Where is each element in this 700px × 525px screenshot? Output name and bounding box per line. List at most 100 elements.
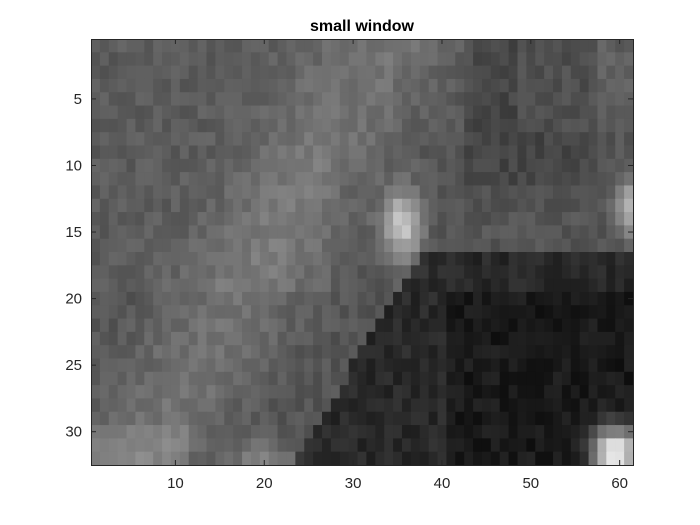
heatmap-cell — [384, 105, 394, 120]
heatmap-cell — [242, 252, 252, 266]
heatmap-cell — [366, 118, 376, 133]
heatmap-cell — [268, 238, 279, 253]
heatmap-cell — [197, 65, 208, 80]
heatmap-cell — [99, 252, 110, 266]
heatmap-cell — [401, 118, 412, 133]
heatmap-cell — [517, 225, 527, 240]
heatmap-cell — [579, 385, 590, 400]
heatmap-cell — [473, 52, 483, 67]
heatmap-cell — [570, 185, 581, 200]
heatmap-cell — [197, 451, 208, 466]
heatmap-cell — [401, 278, 412, 293]
heatmap-cell — [242, 291, 252, 306]
heatmap-cell — [250, 198, 261, 213]
heatmap-cell — [553, 92, 563, 107]
heatmap-cell — [277, 385, 288, 400]
heatmap-cell — [561, 398, 572, 413]
heatmap-cell — [233, 158, 243, 173]
heatmap-cell — [259, 318, 270, 333]
heatmap-cell — [579, 172, 590, 187]
heatmap-cell — [499, 118, 510, 133]
heatmap-cell — [384, 438, 394, 453]
heatmap-cell — [561, 265, 572, 280]
heatmap-cell — [322, 411, 332, 426]
heatmap-cell — [499, 65, 510, 80]
heatmap-cell — [153, 438, 163, 453]
heatmap-cell — [153, 52, 163, 67]
heatmap-cell — [375, 398, 385, 413]
heatmap-cell — [188, 398, 199, 413]
heatmap-cell — [277, 212, 288, 226]
heatmap-cell — [455, 39, 465, 53]
heatmap-cell — [259, 385, 270, 400]
heatmap-cell — [499, 318, 510, 333]
heatmap-cell — [579, 118, 590, 133]
heatmap-cell — [135, 198, 145, 213]
heatmap-cell — [481, 158, 492, 173]
heatmap-cell — [330, 118, 341, 133]
heatmap-cell — [481, 145, 492, 160]
heatmap-cell — [366, 145, 376, 160]
heatmap-cell — [393, 305, 403, 320]
heatmap-cell — [597, 118, 607, 133]
heatmap-cell — [188, 291, 199, 306]
heatmap-cell — [455, 172, 465, 187]
heatmap-cell — [313, 145, 323, 160]
heatmap-cell — [393, 158, 403, 173]
heatmap-cell — [242, 398, 252, 413]
heatmap-cell — [206, 451, 216, 466]
heatmap-cell — [259, 331, 270, 346]
heatmap-cell — [268, 425, 279, 439]
heatmap-cell — [304, 358, 314, 373]
heatmap-cell — [339, 385, 350, 400]
heatmap-cell — [473, 105, 483, 120]
heatmap-cell — [348, 198, 359, 213]
heatmap-cell — [135, 252, 145, 266]
heatmap-cell — [224, 212, 234, 226]
heatmap-cell — [242, 438, 252, 453]
heatmap-cell — [295, 238, 305, 253]
heatmap-cell — [126, 385, 137, 400]
heatmap-cell — [375, 438, 385, 453]
heatmap-cell — [437, 278, 448, 293]
heatmap-cell — [464, 398, 474, 413]
heatmap-cell — [553, 265, 563, 280]
heatmap-cell — [215, 278, 225, 293]
heatmap-cell — [250, 65, 261, 80]
heatmap-cell — [490, 358, 501, 373]
heatmap-cell — [366, 52, 376, 67]
heatmap-cell — [322, 105, 332, 120]
heatmap-cell — [384, 158, 394, 173]
heatmap-cell — [304, 385, 314, 400]
heatmap-cell — [375, 145, 385, 160]
heatmap-cell — [224, 145, 234, 160]
heatmap-cell — [242, 172, 252, 187]
heatmap-cell — [375, 291, 385, 306]
heatmap-cell — [553, 331, 563, 346]
heatmap-cell — [188, 65, 199, 80]
heatmap-cell — [250, 52, 261, 67]
heatmap-cell — [579, 305, 590, 320]
heatmap-cell — [357, 385, 368, 400]
heatmap-cell — [242, 65, 252, 80]
heatmap-cell — [428, 318, 439, 333]
heatmap-cell — [295, 425, 305, 439]
heatmap-cell — [508, 65, 519, 80]
heatmap-cell — [206, 238, 216, 253]
heatmap-cell — [597, 358, 607, 373]
heatmap-cell — [277, 39, 288, 53]
heatmap-cell — [126, 158, 137, 173]
heatmap-cell — [330, 252, 341, 266]
heatmap-cell — [508, 252, 519, 266]
heatmap-cell — [561, 65, 572, 80]
heatmap-cell — [162, 105, 172, 120]
heatmap-cell — [588, 278, 599, 293]
heatmap-cell — [535, 212, 545, 226]
heatmap-cell — [144, 278, 154, 293]
heatmap-cell — [561, 212, 572, 226]
heatmap-cell — [535, 345, 545, 360]
heatmap-cell — [215, 132, 225, 147]
heatmap-cell — [197, 238, 208, 253]
heatmap-cell — [393, 278, 403, 293]
heatmap-cell — [304, 398, 314, 413]
